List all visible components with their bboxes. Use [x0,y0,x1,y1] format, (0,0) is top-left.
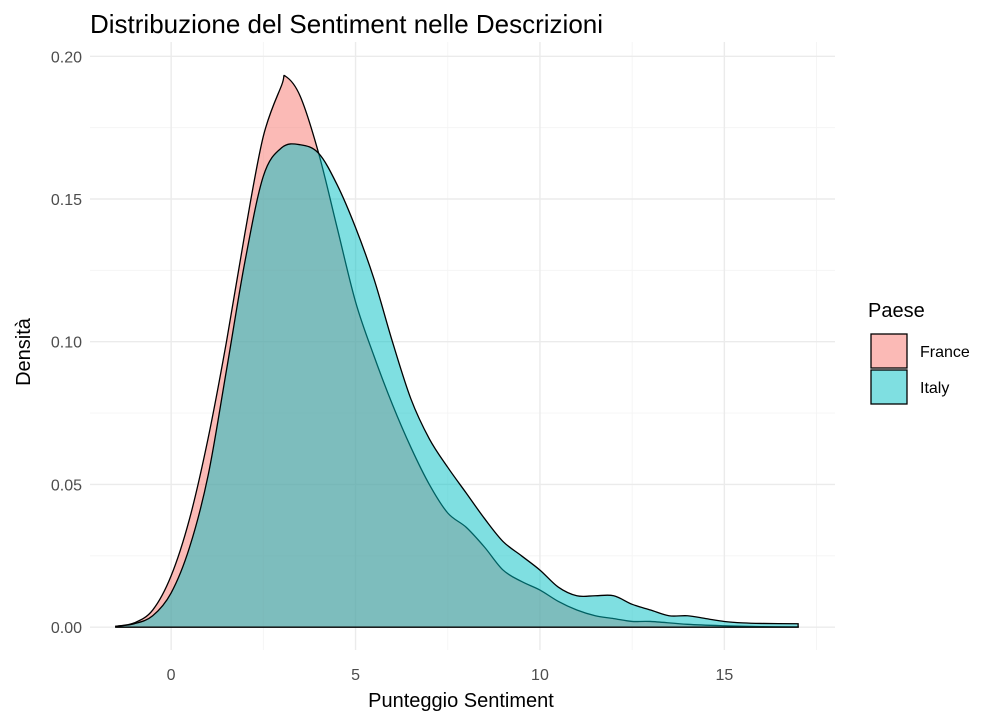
legend-title: Paese [868,300,925,322]
legend-label: Italy [920,380,949,397]
x-tick-label: 10 [531,667,549,684]
legend-items: France Italy [871,334,970,404]
y-tick-label: 0.15 [51,192,82,209]
y-axis-ticks: 0.00 0.05 0.10 0.15 0.20 [51,49,82,637]
x-axis-title: Punteggio Sentiment [368,690,554,712]
chart-title: Distribuzione del Sentiment nelle Descri… [90,9,603,39]
legend-item-france: France [871,334,970,368]
y-tick-label: 0.00 [51,620,82,637]
legend-key-france [871,334,907,368]
y-axis-title: Densità [13,317,35,386]
y-tick-label: 0.05 [51,477,82,494]
density-areas [116,75,798,627]
legend-label: France [920,344,970,361]
x-tick-label: 0 [167,667,176,684]
legend-item-italy: Italy [871,370,949,404]
legend-key-italy [871,370,907,404]
legend: Paese France Italy [868,300,970,404]
x-axis-ticks: 0 5 10 15 [167,667,734,684]
y-tick-label: 0.10 [51,335,82,352]
x-tick-label: 15 [715,667,733,684]
x-tick-label: 5 [351,667,360,684]
y-tick-label: 0.20 [51,49,82,66]
